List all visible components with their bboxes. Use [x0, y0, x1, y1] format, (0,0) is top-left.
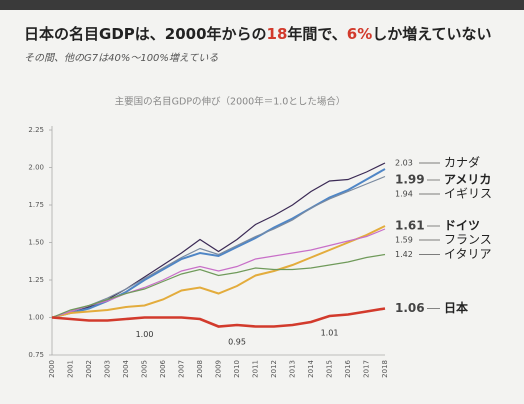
x-tick-label: 2018 [381, 360, 389, 378]
x-tick-label: 2011 [252, 360, 260, 378]
end-value-label: 1.99 [395, 173, 425, 187]
x-tick-label: 2003 [104, 360, 112, 378]
legend-label: 日本 [444, 300, 468, 315]
y-tick-label: 2.00 [28, 164, 44, 172]
data-label: 0.95 [228, 338, 246, 347]
series-line [51, 228, 386, 319]
x-tick-label: 2004 [122, 359, 130, 377]
plot: 0.75 1.00 1.25 1.50 1.75 2.00 2.25 2000 2001 2002… [28, 126, 492, 378]
y-tick-label: 1.75 [28, 201, 44, 209]
end-value-label: 1.59 [395, 236, 413, 245]
title-part: しか増えていない [372, 25, 491, 43]
data-label: 1.00 [136, 330, 154, 339]
legend-label: イタリア [444, 247, 492, 261]
x-tick-label: 2008 [196, 360, 204, 378]
x-tick-label: 2010 [233, 360, 241, 378]
title-part: 18 [267, 25, 288, 43]
y-tick-label: 0.75 [28, 351, 44, 359]
series-line [51, 253, 386, 319]
x-tick-label: 2000 [48, 360, 56, 378]
x-tick-label: 2013 [289, 360, 297, 378]
chart-title: 主要国の名目GDPの伸び（2000年＝1.0とした場合） [115, 96, 346, 108]
x-tick-label: 2005 [141, 360, 149, 378]
y-tick-label: 1.50 [28, 239, 44, 247]
x-tick-label: 2002 [85, 360, 93, 378]
x-tick-label: 2007 [178, 360, 186, 378]
end-value-label: 1.94 [395, 190, 413, 199]
x-tick-label: 2014 [307, 359, 315, 377]
legend-label: フランス [444, 233, 492, 247]
end-value-label: 1.06 [395, 301, 425, 315]
x-tick-label: 2006 [159, 359, 167, 377]
title-part: 年間で、 [287, 25, 346, 43]
series-line [51, 225, 386, 319]
y-tick-label: 2.25 [28, 126, 44, 134]
series-line [51, 175, 386, 319]
title-part: 日本の名目GDPは、2000年からの [24, 25, 267, 43]
x-tick-label: 2012 [270, 360, 278, 378]
y-tick-label: 1.25 [28, 276, 44, 284]
end-value-label: 1.42 [395, 250, 413, 259]
slide-title: 日本の名目GDPは、2000年からの18年間で、6%しか増えていない [24, 25, 492, 43]
x-tick-label: 2001 [67, 360, 75, 378]
x-tick-label: 2009 [215, 360, 223, 378]
legend-label: ドイツ [444, 219, 480, 233]
legend-label: イギリス [444, 187, 492, 201]
subtitle: その間、他のG7は40%〜100%増えている [24, 52, 218, 64]
x-tick-label: 2015 [326, 360, 334, 378]
legend-label: カナダ [444, 155, 480, 170]
series-line [51, 307, 386, 328]
y-tick-label: 1.00 [28, 314, 44, 322]
x-tick-label: 2016 [344, 359, 352, 377]
end-value-label: 1.61 [395, 219, 425, 233]
title-part: 6% [347, 25, 372, 43]
legend-label: アメリカ [444, 173, 491, 187]
top-band [0, 0, 524, 10]
end-value-label: 2.03 [395, 159, 413, 168]
x-tick-label: 2017 [363, 360, 371, 378]
data-label: 1.01 [321, 329, 339, 338]
